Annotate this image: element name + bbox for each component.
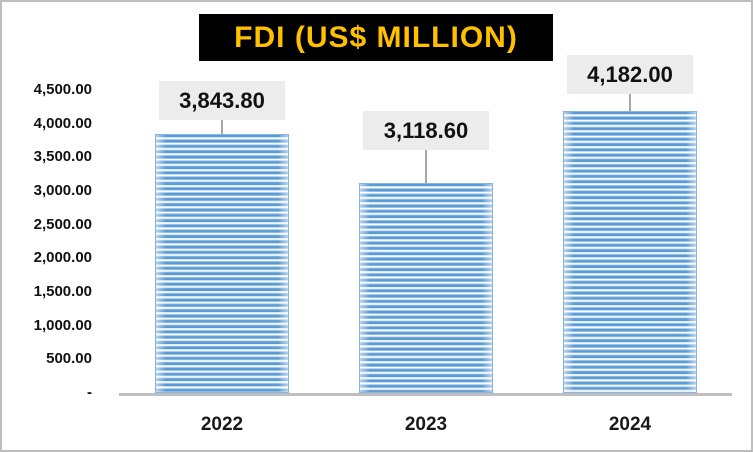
bar-2022 <box>155 134 289 393</box>
data-label-leader-line <box>425 150 427 183</box>
bar-2024 <box>563 111 697 393</box>
data-label-leader-line <box>221 120 223 135</box>
data-label: 3,843.80 <box>159 81 285 121</box>
y-axis-tick-label: 1,500.00 <box>33 283 92 300</box>
y-axis-tick-label: 1,000.00 <box>33 316 92 334</box>
x-axis-label: 2022 <box>200 414 244 435</box>
y-axis-tick-label: - <box>87 384 92 401</box>
x-axis-line <box>119 393 732 396</box>
y-axis-tick-label: 3,500.00 <box>33 148 92 166</box>
x-axis-label: 2023 <box>404 414 448 435</box>
y-axis-tick-label: 500.00 <box>46 350 92 368</box>
x-axis-label: 2024 <box>608 414 652 435</box>
y-axis-tick-label: 4,000.00 <box>33 114 92 132</box>
y-axis-tick-label: 2,000.00 <box>33 249 92 267</box>
bar-2023 <box>359 183 493 393</box>
y-axis-tick-label: 2,500.00 <box>33 215 92 233</box>
data-label: 3,118.60 <box>363 111 489 150</box>
y-axis-tick-label: 4,500.00 <box>33 81 92 98</box>
y-axis-tick-label: 3,000.00 <box>33 182 92 199</box>
data-label: 4,182.00 <box>567 55 693 95</box>
data-label-leader-line <box>629 94 631 112</box>
chart-title: FDI (US$ MILLION) <box>199 14 553 61</box>
